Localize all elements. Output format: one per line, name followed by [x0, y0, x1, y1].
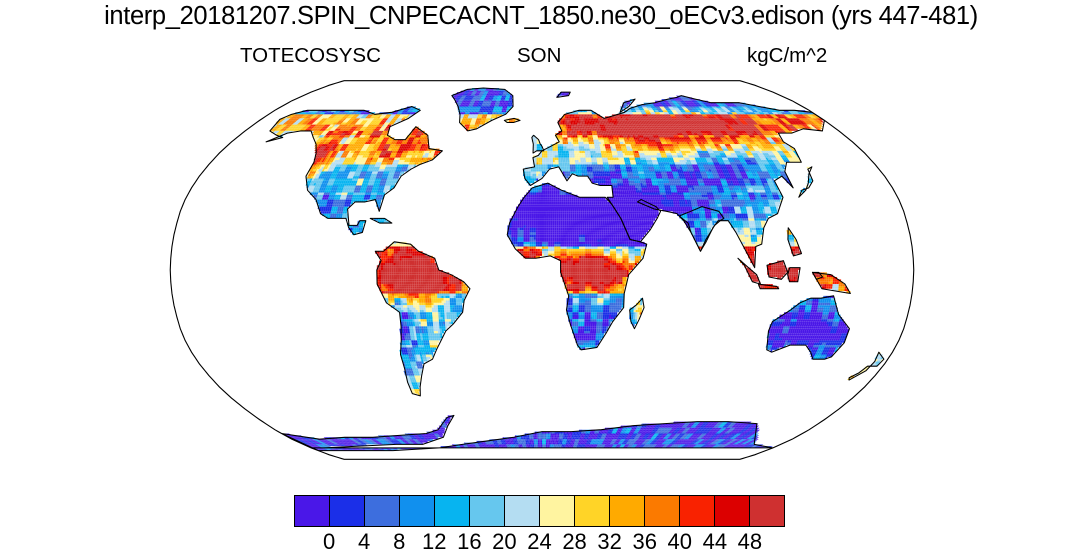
- colorbar-tick-24: 24: [527, 529, 552, 554]
- colorbar-tick-4: 4: [358, 529, 371, 554]
- colorbar-tick-20: 20: [492, 529, 517, 554]
- colorbar-cell-10: [645, 496, 680, 526]
- season-label: SON: [517, 44, 562, 67]
- colorbar-tick-36: 36: [632, 529, 657, 554]
- colorbar-cell-0: [295, 496, 330, 526]
- colorbar-cell-2: [365, 496, 400, 526]
- variable-label: TOTECOSYSC: [240, 44, 381, 67]
- colorbar: 0 4 8 12 16 20 24 28 32 36 40 44 48: [294, 495, 787, 557]
- units-label: kgC/m^2: [747, 44, 828, 67]
- colorbar-tick-labels: 0 4 8 12 16 20 24 28 32 36 40 44 48: [294, 527, 785, 557]
- colorbar-cell-11: [680, 496, 715, 526]
- colorbar-tick-12: 12: [422, 529, 447, 554]
- colorbar-cell-1: [330, 496, 365, 526]
- colorbar-tick-44: 44: [702, 529, 728, 554]
- colorbar-cell-9: [610, 496, 645, 526]
- colorbar-tick-8: 8: [393, 529, 406, 554]
- colorbar-tick-16: 16: [457, 529, 482, 554]
- colorbar-cell-7: [540, 496, 575, 526]
- colorbar-cell-8: [575, 496, 610, 526]
- colorbar-cell-12: [715, 496, 750, 526]
- sublabel-row: TOTECOSYSC SON kgC/m^2: [0, 44, 1082, 70]
- world-map-plot: [168, 78, 916, 464]
- colorbar-cell-6: [505, 496, 540, 526]
- colorbar-cell-4: [435, 496, 470, 526]
- colorbar-cell-3: [400, 496, 435, 526]
- colorbar-swatches: [294, 495, 785, 527]
- page-title: interp_20181207.SPIN_CNPECACNT_1850.ne30…: [104, 2, 978, 30]
- colorbar-cell-13: [750, 496, 784, 526]
- colorbar-tick-0: 0: [322, 529, 336, 554]
- colorbar-tick-48: 48: [737, 529, 763, 554]
- colorbar-tick-32: 32: [597, 529, 622, 554]
- colorbar-tick-28: 28: [562, 529, 587, 554]
- colorbar-cell-5: [470, 496, 505, 526]
- colorbar-tick-40: 40: [667, 529, 693, 554]
